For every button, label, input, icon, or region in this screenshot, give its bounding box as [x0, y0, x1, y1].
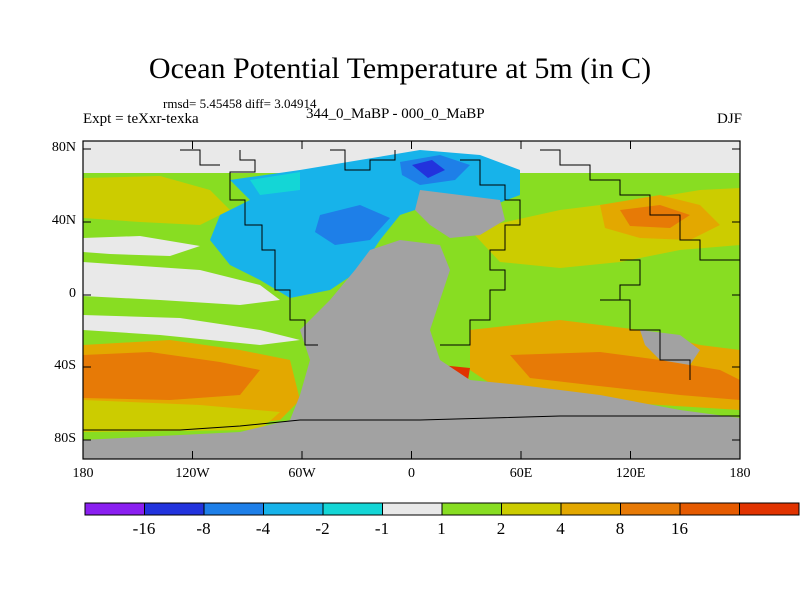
experiment-label: Expt = teXxr-texka	[83, 111, 199, 127]
colorbar-box	[501, 502, 562, 516]
field-neutral-3	[83, 236, 200, 256]
colorbar-box	[144, 502, 205, 516]
colorbar-box	[739, 502, 800, 516]
colorbar-box	[560, 502, 621, 516]
field-cold-deepest	[412, 160, 445, 178]
x-tick-label: 60W	[288, 466, 316, 481]
colorbar-box	[382, 502, 443, 516]
field-n-pacific-yellow	[83, 176, 230, 225]
x-tick-label: 180	[729, 466, 751, 481]
colorbar-label: -4	[255, 519, 271, 538]
colorbar-box	[84, 502, 145, 516]
x-tick-label: 120E	[615, 466, 646, 481]
colorbar-label: 8	[615, 519, 625, 538]
colorbar	[84, 502, 800, 516]
coastlines	[83, 149, 740, 431]
colorbar-box	[203, 502, 264, 516]
y-tick-label: 0	[69, 286, 76, 301]
stats-text: rmsd= 5.45458 diff= 3.04914	[163, 96, 317, 111]
period-label: 344_0_MaBP - 000_0_MaBP	[306, 106, 485, 122]
x-axis-ticks	[82, 141, 741, 459]
colorbar-box	[441, 502, 502, 516]
field-asia-darkorange	[620, 205, 690, 228]
colorbar-box	[263, 502, 324, 516]
y-tick-label: 80S	[54, 431, 76, 446]
field-tropics-neutral-2	[83, 315, 300, 345]
colorbar-label: -16	[132, 519, 156, 538]
y-axis-ticks	[83, 148, 740, 441]
colorbar-label: 4	[556, 519, 565, 538]
season-label: DJF	[716, 111, 742, 127]
y-tick-label: 40N	[51, 213, 76, 228]
colorbar-box	[322, 502, 383, 516]
field-south-yellow	[83, 400, 280, 432]
colorbar-label: 2	[496, 519, 506, 538]
land-laurentia	[415, 190, 505, 238]
field-cold-light	[250, 172, 300, 195]
x-tick-label: 120W	[175, 466, 210, 481]
map-title: Ocean Potential Temperature at 5m (in C)	[148, 52, 652, 85]
field-cold-deep	[315, 205, 390, 245]
colorbar-label: -2	[315, 519, 330, 538]
colorbar-label: -1	[374, 519, 390, 538]
y-tick-label: 40S	[54, 358, 76, 373]
land-east-block	[640, 330, 700, 365]
field-tropics-neutral	[83, 262, 280, 305]
y-tick-label: 80N	[51, 140, 76, 155]
map-plot-area	[83, 141, 740, 459]
x-tick-label: 180	[72, 466, 94, 481]
colorbar-box	[679, 502, 740, 516]
land-gondwana	[83, 240, 740, 459]
x-tick-label: 0	[408, 466, 415, 481]
colorbar-box	[620, 502, 681, 516]
field-indian-darkorange	[510, 352, 740, 400]
x-tick-label: 60E	[509, 466, 533, 481]
colorbar-label: 16	[671, 519, 688, 538]
field-south-darkorange	[83, 352, 260, 400]
colorbar-label: 1	[437, 519, 446, 538]
colorbar-label: -8	[196, 519, 211, 538]
